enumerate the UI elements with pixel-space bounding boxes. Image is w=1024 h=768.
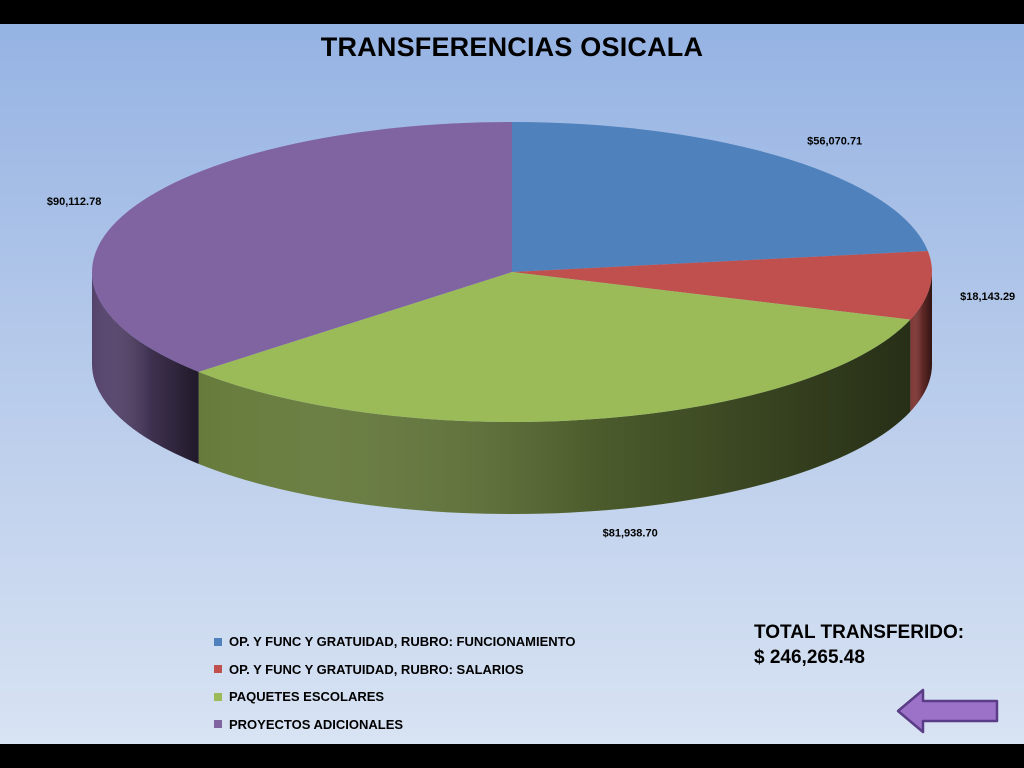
total-label: TOTAL TRANSFERIDO: — [754, 622, 965, 643]
legend-swatch — [214, 665, 222, 674]
pie-slice-0 — [512, 122, 928, 272]
back-button[interactable] — [896, 688, 1000, 734]
legend: OP. Y FUNC Y GRATUIDAD, RUBRO: FUNCIONAM… — [214, 628, 575, 738]
pie-slice-1 — [512, 251, 932, 320]
legend-label: OP. Y FUNC Y GRATUIDAD, RUBRO: FUNCIONAM… — [229, 634, 576, 650]
legend-label: PROYECTOS ADICIONALES — [229, 716, 404, 732]
pie-side-walls — [92, 272, 932, 514]
legend-swatch — [214, 637, 222, 646]
total-transferred: TOTAL TRANSFERIDO: $ 246,265.48 — [754, 620, 964, 670]
pie-slice-3 — [92, 122, 512, 372]
pie-top-faces — [92, 122, 932, 423]
chart-title: TRANSFERENCIAS OSICALA — [320, 32, 704, 62]
legend-item: OP. Y FUNC Y GRATUIDAD, RUBRO: FUNCIONAM… — [214, 628, 575, 656]
pie-wall-shade-2 — [198, 319, 911, 514]
slide: TRANSFERENCIAS OSICALA $56,070.71 $18,143… — [0, 24, 1024, 744]
legend-label: OP. Y FUNC Y GRATUIDAD, RUBRO: SALARIOS — [229, 661, 524, 677]
left-arrow-icon — [896, 688, 999, 734]
pie-slice-2 — [198, 272, 911, 423]
legend-item: OP. Y FUNC Y GRATUIDAD, RUBRO: SALARIOS — [214, 656, 575, 684]
data-label-2: $81,938.70 — [603, 528, 658, 540]
legend-swatch — [214, 692, 222, 701]
legend-swatch — [214, 720, 222, 729]
pie-wall-shade-3 — [92, 272, 199, 464]
legend-label: PAQUETES ESCOLARES — [229, 689, 385, 705]
legend-item: PAQUETES ESCOLARES — [214, 683, 575, 711]
legend-item: PROYECTOS ADICIONALES — [214, 711, 575, 739]
data-label-3: $90,112.78 — [47, 196, 101, 208]
pie-wall-shade-1 — [910, 272, 932, 412]
pie-data-labels: $56,070.71 $18,143.29 $81,938.70 $90,112.78 — [47, 136, 1015, 540]
data-label-1: $18,143.29 — [960, 291, 1015, 303]
pie-chart: $56,070.71 $18,143.29 $81,938.70 $90,112.78 — [47, 122, 1015, 540]
total-value: $ 246,265.48 — [754, 647, 865, 668]
data-label-0: $56,070.71 — [807, 136, 862, 148]
